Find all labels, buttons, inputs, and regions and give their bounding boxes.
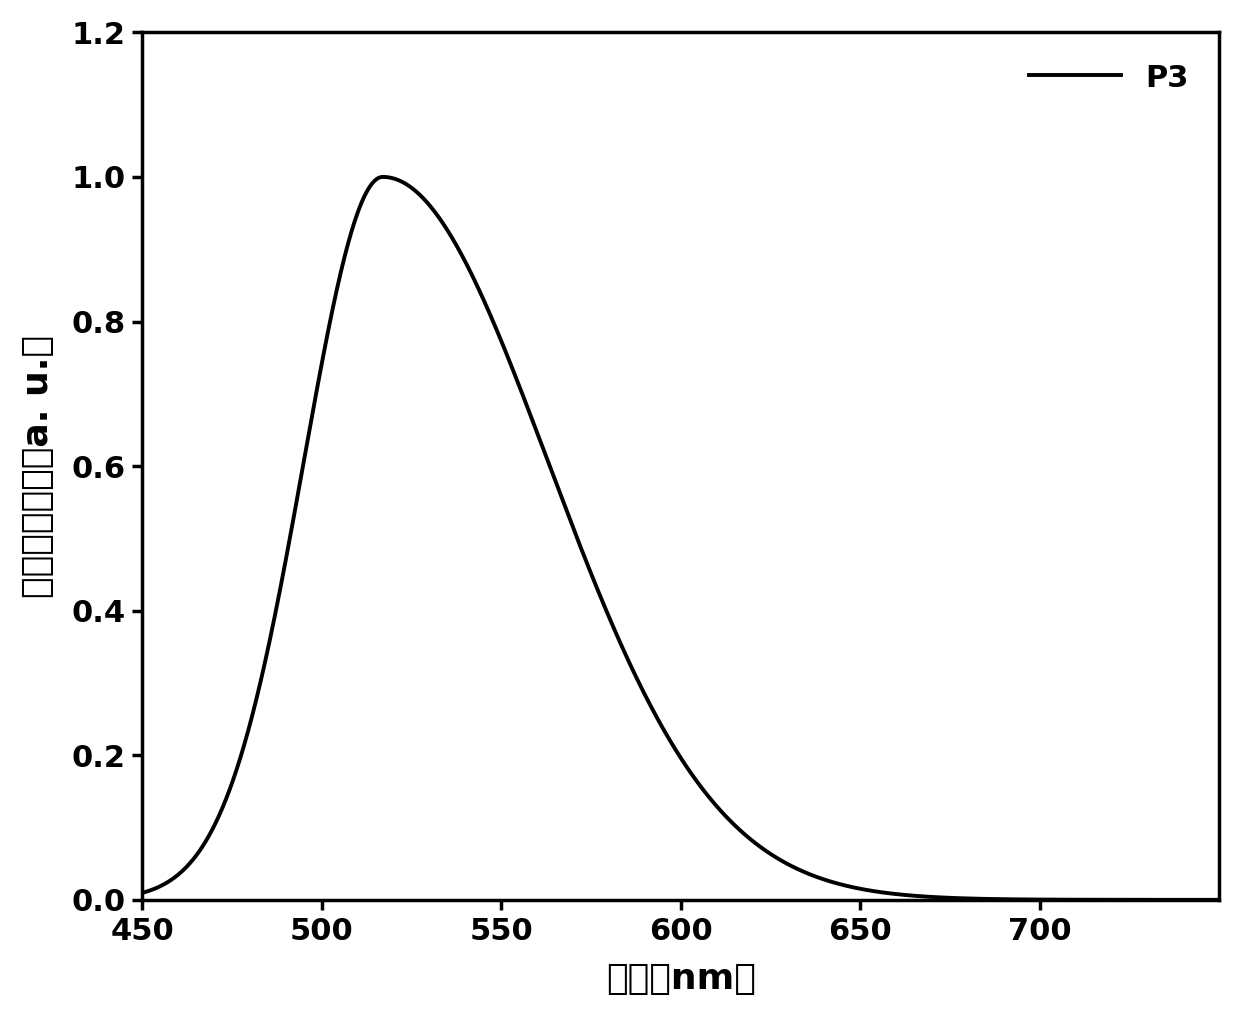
P3 xyxy=(376,171,391,183)
Legend: P3: P3 xyxy=(1014,48,1204,108)
P3 xyxy=(321,320,336,333)
P3 xyxy=(1211,894,1226,906)
P3 xyxy=(548,476,563,488)
X-axis label: 波长（nm）: 波长（nm） xyxy=(606,962,755,997)
P3 xyxy=(1190,894,1205,906)
P3 xyxy=(1075,894,1090,906)
P3 xyxy=(258,656,273,668)
P3 xyxy=(135,887,150,899)
Y-axis label: 电致发光强度（a. u.）: 电致发光强度（a. u.） xyxy=(21,335,55,598)
P3 xyxy=(595,595,610,607)
Line: P3: P3 xyxy=(143,177,1219,900)
